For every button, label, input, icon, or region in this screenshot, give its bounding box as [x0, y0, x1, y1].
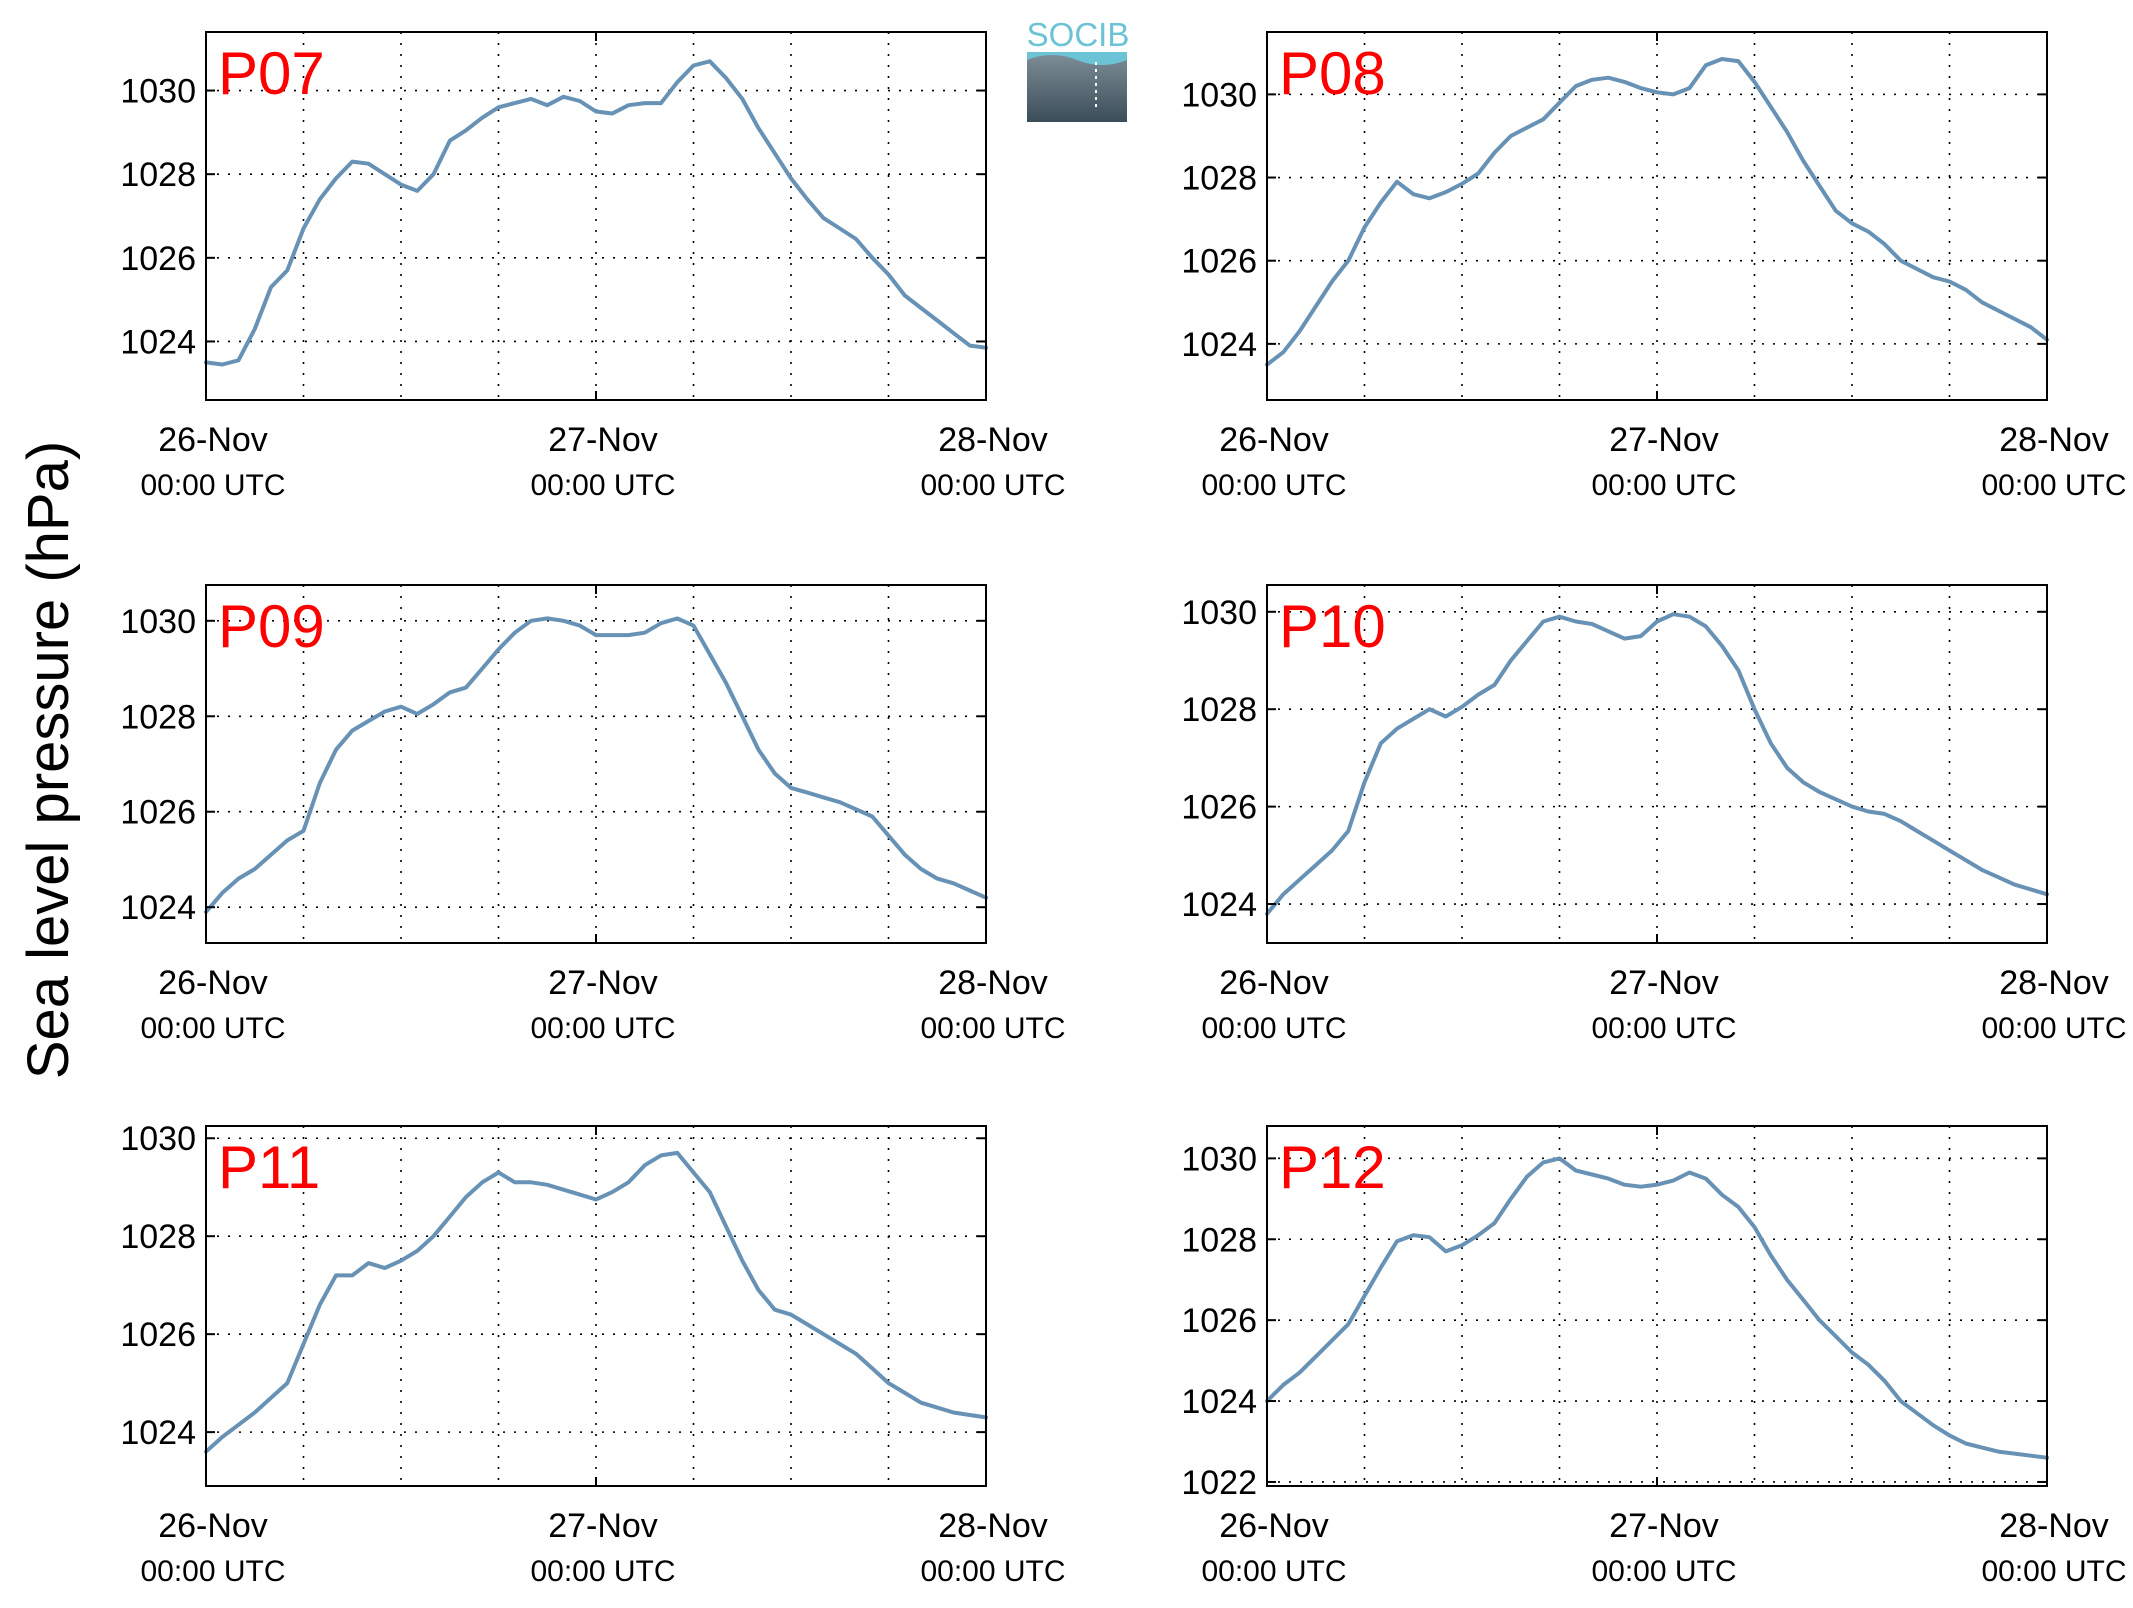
- x-tick-time-label: 00:00 UTC: [1201, 1555, 1346, 1588]
- y-tick-label: 1028: [1181, 160, 1257, 198]
- chart-panel-p07: 1024 1026 1028 1030 26-Nov 00:00 UTC 27-Nov 00:…: [120, 31, 1066, 502]
- logo-text: SOCIB: [1027, 16, 1130, 53]
- x-tick-time-label: 00:00 UTC: [530, 1555, 675, 1588]
- panel-label: P11: [218, 1134, 320, 1201]
- chart-panel-p10: 1024 1026 1028 1030 26-Nov 00:00 UTC 27-Nov 00:…: [1181, 584, 2127, 1045]
- x-tick-date-label: 27-Nov: [1609, 421, 1719, 459]
- x-tick-time-label: 00:00 UTC: [1591, 469, 1736, 502]
- y-tick-label: 1030: [1181, 594, 1257, 632]
- x-tick-date-label: 28-Nov: [938, 1507, 1048, 1545]
- x-tick-date-label: 26-Nov: [1219, 964, 1329, 1002]
- y-tick-label: 1026: [120, 240, 196, 278]
- y-tick-label: 1030: [120, 1120, 196, 1158]
- chart-panel-p11: 1024 1026 1028 1030 26-Nov 00:00 UTC 27-Nov 00:…: [120, 1120, 1065, 1588]
- panel-label: P12: [1279, 1134, 1386, 1201]
- y-tick-label: 1028: [1181, 691, 1257, 729]
- x-tick-date-label: 27-Nov: [548, 964, 658, 1002]
- panel-label: P10: [1279, 593, 1386, 660]
- x-tick-time-label: 00:00 UTC: [1201, 1012, 1346, 1045]
- y-tick-label: 1028: [120, 1218, 196, 1256]
- x-tick-date-label: 26-Nov: [158, 964, 268, 1002]
- series-line: [1265, 1156, 2049, 1460]
- x-tick-time-label: 00:00 UTC: [920, 1012, 1065, 1045]
- series-line: [1265, 612, 2049, 916]
- y-tick-label: 1030: [120, 603, 196, 641]
- x-tick-time-label: 00:00 UTC: [1201, 469, 1346, 502]
- x-tick-date-label: 27-Nov: [1609, 964, 1719, 1002]
- panel-label: P09: [218, 593, 325, 660]
- x-tick-date-label: 28-Nov: [1999, 1507, 2109, 1545]
- x-tick-date-label: 26-Nov: [1219, 1507, 1329, 1545]
- y-tick-label: 1024: [1181, 1383, 1257, 1421]
- y-tick-label: 1026: [120, 1316, 196, 1354]
- y-tick-label: 1022: [1181, 1464, 1257, 1502]
- x-tick-date-label: 28-Nov: [1999, 421, 2109, 459]
- x-tick-time-label: 00:00 UTC: [1591, 1012, 1736, 1045]
- y-tick-label: 1028: [1181, 1221, 1257, 1259]
- x-tick-time-label: 00:00 UTC: [530, 469, 675, 502]
- series-line: [204, 616, 988, 914]
- chart-panel-p12: 1022 1024 1026 1028 1030 26-Nov 00:00 UTC 27-No…: [1181, 1125, 2127, 1588]
- y-tick-label: 1028: [120, 698, 196, 736]
- y-tick-label: 1030: [1181, 1140, 1257, 1178]
- chart-panel-p09: 1024 1026 1028 1030 26-Nov 00:00 UTC 27-Nov 00:…: [120, 584, 1066, 1045]
- y-tick-label: 1026: [1181, 789, 1257, 827]
- y-tick-label: 1030: [120, 73, 196, 111]
- y-tick-label: 1024: [1181, 886, 1257, 924]
- x-tick-date-label: 27-Nov: [548, 421, 658, 459]
- x-tick-time-label: 00:00 UTC: [920, 1555, 1065, 1588]
- x-tick-time-label: 00:00 UTC: [1981, 1012, 2126, 1045]
- x-tick-date-label: 26-Nov: [158, 1507, 268, 1545]
- y-tick-label: 1024: [120, 323, 196, 361]
- series-line: [204, 1150, 988, 1454]
- y-tick-label: 1026: [120, 794, 196, 832]
- x-tick-date-label: 28-Nov: [938, 964, 1048, 1002]
- x-tick-date-label: 28-Nov: [938, 421, 1048, 459]
- x-tick-date-label: 28-Nov: [1999, 964, 2109, 1002]
- logo-wave: [1027, 52, 1127, 65]
- y-tick-label: 1026: [1181, 243, 1257, 281]
- x-tick-date-label: 27-Nov: [548, 1507, 658, 1545]
- x-tick-time-label: 00:00 UTC: [140, 1555, 285, 1588]
- socib-logo: SOCIB: [1027, 16, 1130, 122]
- panel-label: P08: [1279, 40, 1386, 107]
- y-tick-label: 1030: [1181, 76, 1257, 114]
- x-tick-date-label: 26-Nov: [158, 421, 268, 459]
- series-line: [204, 59, 988, 367]
- y-tick-label: 1026: [1181, 1302, 1257, 1340]
- y-tick-label: 1024: [120, 1414, 196, 1452]
- x-tick-date-label: 27-Nov: [1609, 1507, 1719, 1545]
- y-tick-label: 1024: [1181, 326, 1257, 364]
- chart-panel-p08: 1024 1026 1028 1030 26-Nov 00:00 UTC 27-Nov 00:…: [1181, 31, 2127, 502]
- x-tick-time-label: 00:00 UTC: [1981, 469, 2126, 502]
- x-tick-time-label: 00:00 UTC: [920, 469, 1065, 502]
- series-line: [1265, 57, 2049, 367]
- x-tick-date-label: 26-Nov: [1219, 421, 1329, 459]
- panel-label: P07: [218, 40, 325, 107]
- x-tick-time-label: 00:00 UTC: [1591, 1555, 1736, 1588]
- y-tick-label: 1024: [120, 889, 196, 927]
- x-tick-time-label: 00:00 UTC: [140, 469, 285, 502]
- x-tick-time-label: 00:00 UTC: [1981, 1555, 2126, 1588]
- axes-frame: [205, 1125, 987, 1487]
- x-tick-time-label: 00:00 UTC: [530, 1012, 675, 1045]
- y-axis-label: Sea level pressure (hPa): [16, 441, 81, 1079]
- y-tick-label: 1028: [120, 156, 196, 194]
- x-tick-time-label: 00:00 UTC: [140, 1012, 285, 1045]
